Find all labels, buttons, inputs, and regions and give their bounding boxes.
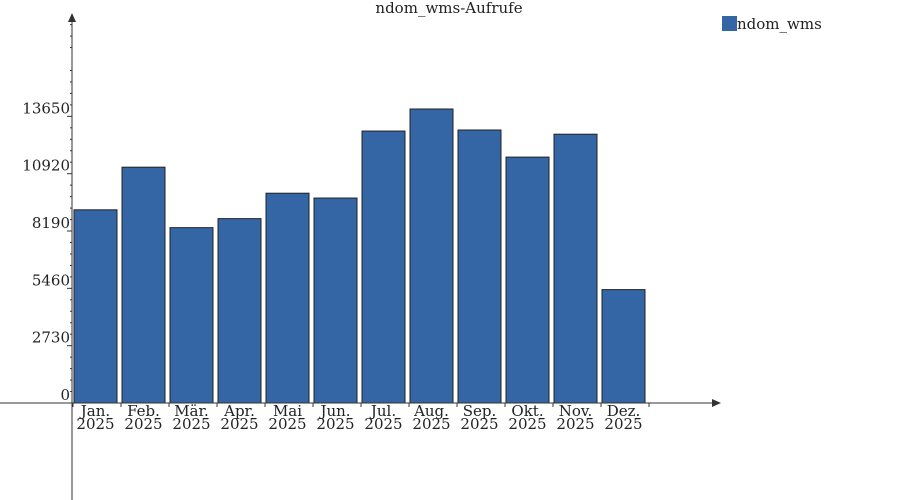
bar-1 (121, 166, 166, 404)
bar-0 (73, 209, 118, 404)
x-axis: Jan.2025Feb.2025Mär.2025Apr.2025Mai2025J… (0, 399, 721, 433)
x-tick-label-year-7: 2025 (412, 415, 450, 433)
bar-10 (553, 133, 598, 404)
x-tick-label-year-4: 2025 (268, 415, 306, 433)
x-tick-label-month-8: Sep. (463, 402, 497, 420)
bar-2 (169, 227, 214, 404)
y-tick-label-0: 0 (60, 386, 70, 404)
x-tick-label-year-9: 2025 (508, 415, 546, 433)
x-tick-label-month-7: Aug. (413, 402, 449, 420)
x-tick-label-year-0: 2025 (76, 415, 114, 433)
legend-label: ndom_wms (737, 15, 822, 33)
x-tick-label-month-0: Jan. (79, 402, 110, 420)
x-tick-label-year-6: 2025 (364, 415, 402, 433)
x-tick-label-month-11: Dez. (607, 402, 641, 420)
bar-6 (361, 130, 406, 404)
x-tick-label-year-2: 2025 (172, 415, 210, 433)
y-tick-label-5: 13650 (22, 99, 70, 117)
y-axis-arrow-icon (68, 13, 76, 22)
bar-8 (457, 129, 502, 404)
x-tick-label-month-9: Okt. (511, 402, 543, 420)
x-tick-label-month-1: Feb. (127, 402, 160, 420)
x-tick-label-month-2: Mär. (174, 402, 209, 420)
x-tick-label-year-8: 2025 (460, 415, 498, 433)
bar-7 (409, 108, 454, 404)
x-tick-label-year-11: 2025 (604, 415, 642, 433)
bar-3 (217, 218, 262, 404)
x-axis-arrow-icon (712, 399, 721, 407)
x-tick-label-month-10: Nov. (559, 402, 593, 420)
x-tick-label-month-5: Jun. (318, 402, 350, 420)
bar-9 (505, 156, 550, 404)
y-tick-label-4: 10920 (22, 157, 70, 175)
x-tick-label-month-3: Apr. (223, 402, 255, 420)
bar-4 (265, 192, 310, 404)
x-tick-label-year-3: 2025 (220, 415, 258, 433)
y-tick-label-3: 8190 (32, 214, 70, 232)
legend-swatch-icon (722, 16, 737, 31)
x-tick-label-year-10: 2025 (556, 415, 594, 433)
bar-5 (313, 197, 358, 404)
legend: ndom_wms (722, 15, 822, 33)
bars-group (73, 108, 646, 404)
x-tick-label-month-6: Jul. (369, 402, 396, 420)
bar-11 (601, 289, 646, 404)
x-tick-label-year-5: 2025 (316, 415, 354, 433)
x-tick-label-year-1: 2025 (124, 415, 162, 433)
chart-title: ndom_wms-Aufrufe (375, 0, 522, 17)
y-tick-label-1: 2730 (32, 329, 70, 347)
y-tick-label-2: 5460 (32, 271, 70, 289)
x-tick-label-month-4: Mai (273, 402, 302, 420)
y-axis: 0 2730 5460 8190 10920 13650 (22, 13, 76, 500)
